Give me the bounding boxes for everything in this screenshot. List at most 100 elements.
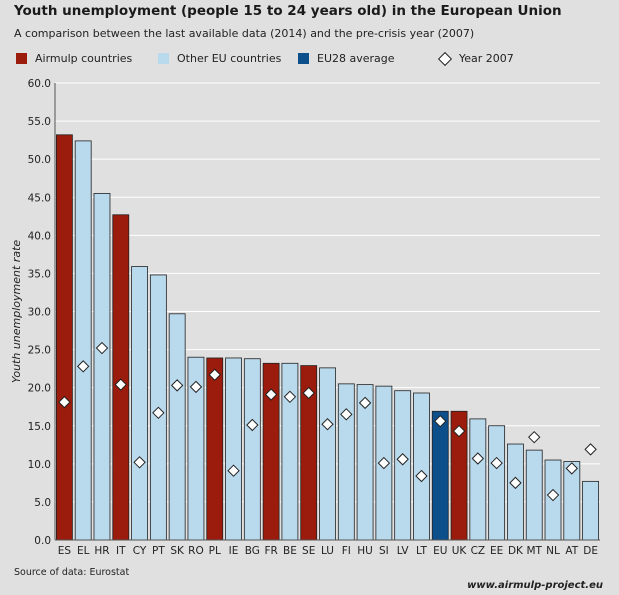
marker-2007-ee bbox=[490, 456, 503, 470]
x-tick-label: SI bbox=[379, 545, 389, 557]
y-tick-label: 15.0 bbox=[28, 421, 51, 433]
marker-2007-pt bbox=[152, 406, 165, 420]
bar-fi bbox=[337, 383, 355, 541]
bar-cz bbox=[469, 418, 487, 541]
y-tick-label: 55.0 bbox=[28, 116, 51, 128]
y-tick-label: 0.0 bbox=[34, 535, 51, 547]
marker-2007-lv bbox=[396, 453, 409, 466]
x-tick-label: EU bbox=[433, 545, 447, 557]
marker-2007-hr bbox=[95, 341, 109, 355]
x-tick-label: LV bbox=[397, 545, 410, 557]
y-tick-label: 30.0 bbox=[28, 307, 51, 319]
legend-item-airmulp: Airmulp countries bbox=[16, 52, 132, 65]
marker-2007-hu bbox=[358, 396, 372, 410]
legend-label-eu: EU28 average bbox=[317, 52, 395, 65]
y-axis-label: Youth unemployment rate bbox=[10, 240, 23, 384]
y-tick-label: 5.0 bbox=[34, 497, 51, 509]
y-tick-label: 50.0 bbox=[28, 154, 51, 166]
marker-2007-at bbox=[565, 462, 579, 475]
x-tick-label: UK bbox=[452, 545, 468, 557]
marker-2007-nl bbox=[546, 488, 560, 502]
y-tick-label: 35.0 bbox=[28, 268, 51, 280]
marker-2007-it bbox=[114, 378, 127, 391]
bar-lu bbox=[319, 367, 336, 541]
x-tick-label: ES bbox=[58, 545, 72, 557]
x-tick-label: PL bbox=[209, 545, 221, 557]
marker-2007-cy bbox=[133, 456, 146, 469]
bar-bg bbox=[243, 358, 261, 541]
chart-title: Youth unemployment (people 15 to 24 year… bbox=[14, 3, 562, 19]
marker-2007-dk bbox=[509, 476, 522, 490]
x-tick-label: DE bbox=[583, 545, 598, 557]
legend-item-eu: EU28 average bbox=[298, 52, 395, 65]
marker-2007-lt bbox=[415, 469, 428, 483]
bar-de bbox=[582, 480, 600, 541]
marker-2007-fi bbox=[340, 408, 353, 421]
x-tick-label: EL bbox=[77, 545, 90, 557]
website-link[interactable]: www.airmulp-project.eu bbox=[467, 580, 603, 591]
x-tick-label: DK bbox=[508, 545, 524, 557]
legend-swatch-airmulp bbox=[16, 53, 27, 64]
x-tick-label: HR bbox=[94, 545, 109, 557]
x-tick-label: RO bbox=[188, 545, 204, 557]
bar-dk bbox=[507, 443, 524, 541]
x-tick-label: CY bbox=[133, 545, 147, 557]
marker-2007-eu bbox=[434, 414, 447, 428]
marker-2007-fr bbox=[264, 388, 278, 401]
x-tick-label: IE bbox=[229, 545, 239, 557]
y-tick-label: 45.0 bbox=[28, 192, 51, 204]
legend-swatch-eu bbox=[298, 53, 309, 64]
x-tick-label: AT bbox=[565, 545, 578, 557]
marker-2007-bg bbox=[246, 418, 259, 432]
x-tick-label: SE bbox=[302, 545, 315, 557]
y-tick-label: 40.0 bbox=[28, 230, 51, 242]
x-tick-label: IT bbox=[116, 545, 126, 557]
bar-lt bbox=[413, 392, 430, 541]
bar-es bbox=[55, 134, 73, 541]
chart-subtitle: A comparison between the last available … bbox=[14, 27, 475, 40]
marker-2007-sk bbox=[170, 379, 184, 392]
y-tick-label: 20.0 bbox=[28, 383, 51, 395]
x-tick-label: EE bbox=[490, 545, 503, 557]
legend-label-airmulp: Airmulp countries bbox=[35, 52, 133, 65]
marker-2007-el bbox=[76, 360, 90, 373]
bar-hr bbox=[93, 193, 111, 541]
bar-ee bbox=[488, 425, 506, 541]
y-tick-label: 25.0 bbox=[28, 345, 51, 357]
legend-item-other: Other EU countries bbox=[158, 52, 281, 65]
x-tick-label: FI bbox=[342, 545, 351, 557]
bar-mt bbox=[525, 449, 543, 541]
x-tick-label: BE bbox=[283, 545, 297, 557]
legend-swatch-other bbox=[158, 53, 169, 64]
marker-2007-cz bbox=[471, 452, 485, 465]
x-tick-label: PT bbox=[152, 545, 165, 557]
marker-2007-lu bbox=[321, 418, 334, 431]
marker-2007-mt bbox=[528, 430, 541, 444]
x-tick-label: CZ bbox=[471, 545, 486, 557]
bar-pl bbox=[206, 357, 224, 541]
x-tick-label: HU bbox=[357, 545, 373, 557]
bar-ie bbox=[225, 357, 242, 541]
x-tick-label: LU bbox=[321, 545, 334, 557]
bar-cy bbox=[131, 266, 148, 541]
marker-2007-pl bbox=[208, 368, 221, 381]
legend-label-2007: Year 2007 bbox=[459, 52, 514, 65]
marker-2007-de bbox=[584, 443, 597, 456]
x-tick-label: NL bbox=[546, 545, 560, 557]
x-tick-label: BG bbox=[245, 545, 260, 557]
bar-be bbox=[281, 362, 299, 541]
marker-2007-uk bbox=[452, 424, 466, 438]
bar-it bbox=[112, 214, 130, 541]
y-tick-label: 60.0 bbox=[28, 78, 51, 90]
x-tick-label: MT bbox=[526, 545, 542, 557]
marker-2007-ie bbox=[227, 464, 240, 477]
marker-2007-be bbox=[283, 390, 297, 404]
x-tick-label: SK bbox=[170, 545, 185, 557]
marker-2007-se bbox=[302, 386, 315, 400]
marker-2007-ro bbox=[189, 380, 203, 394]
legend-label-other: Other EU countries bbox=[177, 52, 282, 65]
marker-2007-si bbox=[377, 456, 391, 470]
marker-2007-es bbox=[58, 395, 71, 409]
bar-sk bbox=[168, 313, 186, 541]
